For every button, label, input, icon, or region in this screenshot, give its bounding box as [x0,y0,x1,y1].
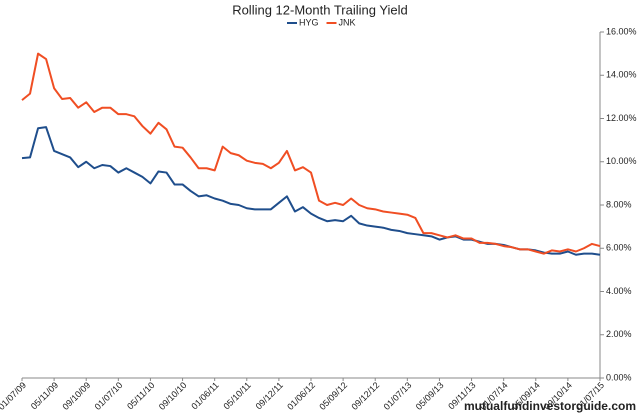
y-tick-label: 12.00% [606,113,637,123]
x-tick-label: 09/12/12 [349,380,381,412]
y-tick-label: 0.00% [606,372,632,382]
x-tick-label: 01/07/13 [382,380,414,412]
y-tick-label: 10.00% [606,156,637,166]
x-tick-label: 01/06/11 [189,380,220,411]
x-tick-label: 05/09/13 [414,380,446,412]
x-tick-label: 05/09/12 [317,380,349,412]
x-tick-label: 05/10/11 [221,380,252,411]
y-tick-label: 4.00% [606,286,632,296]
x-tick-label: 01/07/10 [93,380,125,412]
y-tick-label: 16.00% [606,26,637,36]
x-tick-label: 09/12/11 [254,380,285,411]
x-tick-label: 01/07/09 [0,380,28,412]
watermark: mutualfundinvestorguide.com [464,399,636,413]
series-line [21,126,601,256]
x-tick-label: 05/11/09 [29,380,60,411]
x-tick-label: 09/10/10 [157,380,189,412]
y-tick-label: 14.00% [606,70,637,80]
y-tick-label: 6.00% [606,243,632,253]
legend-label: JNK [339,17,356,27]
x-tick-label: 05/11/10 [125,380,156,411]
y-tick-label: 2.00% [606,329,632,339]
series-line [21,52,601,255]
y-tick-label: 8.00% [606,199,632,209]
legend-label: HYG [299,17,319,27]
x-tick-label: 01/06/12 [285,380,317,412]
chart-title: Rolling 12-Month Trailing Yield [232,2,408,17]
x-tick-label: 09/10/09 [60,380,92,412]
